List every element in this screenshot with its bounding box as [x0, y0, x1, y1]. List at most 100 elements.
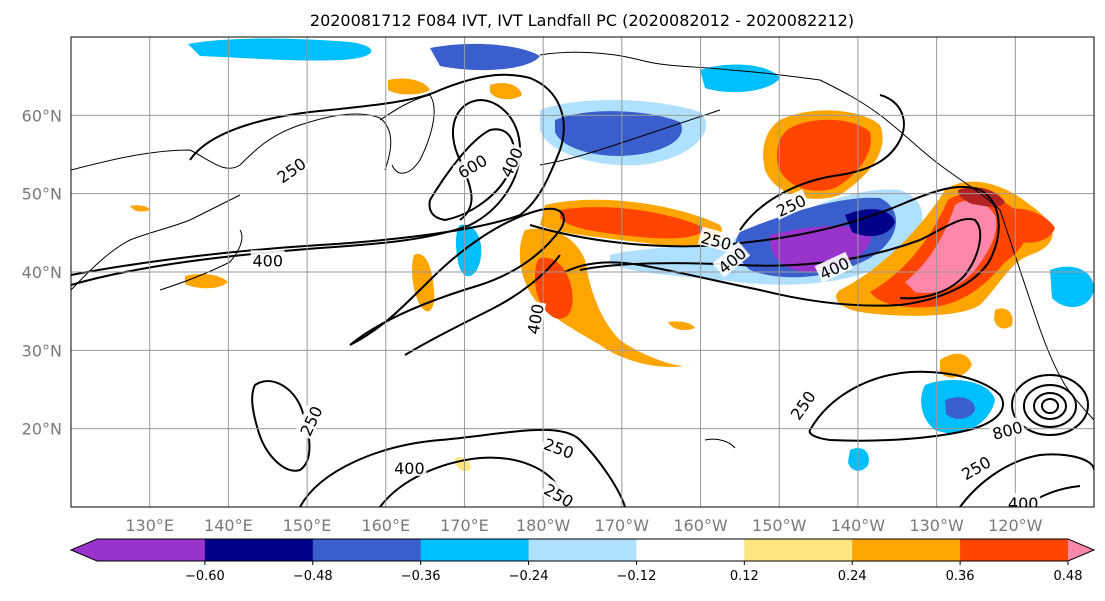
colorbar-extend-high [1068, 539, 1094, 561]
colorbar-tick-label: 0.24 [838, 569, 867, 584]
contour-250-se [959, 453, 1094, 507]
contour-label-text: 400 [252, 251, 283, 270]
lat-tick-label: 40°N [22, 263, 62, 282]
contour-250-south-west [251, 380, 311, 472]
contour-label-bg [271, 152, 310, 187]
map-frame [70, 36, 1095, 508]
contour-400-south [299, 428, 626, 507]
coastlines [71, 51, 1094, 449]
coast-asia-east [71, 194, 241, 291]
shade-positive-small-3 [130, 205, 150, 212]
contour-label-bg [712, 241, 751, 278]
gridlines [71, 37, 1094, 507]
shade-negative-subtropics-core [945, 397, 975, 419]
colorbar-band [744, 539, 853, 561]
colorbar-band [204, 539, 314, 561]
contour-label-bg [250, 250, 285, 269]
contour-label-text: 400 [1008, 494, 1039, 513]
lon-tick-label: 130°E [125, 516, 174, 535]
colorbar-band [528, 539, 637, 561]
shade-negative-bering-blue [430, 43, 540, 71]
contour-label-bg [988, 416, 1026, 443]
shade-positive-bc-coast [1000, 208, 1055, 243]
lon-tick-label: 150°W [752, 516, 807, 535]
shade-positive-midlat-band [560, 207, 705, 239]
contour-label-bg [495, 142, 527, 182]
contour-250-central-loop [349, 207, 565, 346]
contour-label: 400 [250, 250, 285, 270]
colorbar-band [852, 539, 961, 561]
colorbar: −0.60 −0.48 −0.36 −0.24 −0.12 0.12 0.24 0.36 0.4… [69, 538, 1096, 584]
lat-tick-label: 60°N [22, 106, 62, 125]
coast-kamchatka [379, 94, 435, 174]
latitude-labels: 20°N 30°N 40°N 50°N 60°N [22, 106, 62, 438]
colorbar-tick-label: −0.60 [185, 569, 225, 584]
lon-tick-label: 160°W [673, 516, 728, 535]
coast-japan [159, 229, 243, 291]
shade-negative-alaska-north [700, 64, 780, 93]
lon-tick-label: 140°W [831, 516, 886, 535]
shade-positive-wp-orange [412, 254, 435, 312]
shade-negative-west-pacific [455, 224, 482, 277]
shade-positive-us-coast [994, 308, 1013, 329]
figure-title: 2020081712 F084 IVT, IVT Landfall PC (20… [310, 11, 854, 30]
coast-aleutians [539, 109, 721, 166]
contour-label-bg [784, 385, 820, 424]
colorbar-band [960, 539, 1069, 561]
contour-800-ring-1 [1010, 374, 1090, 436]
longitude-labels: 130°E 140°E 150°E 160°E 170°E 180°W 170°W 160°W… [125, 516, 1042, 535]
contour-label-bg [294, 401, 326, 440]
contour-label-bg [814, 251, 854, 283]
colorbar-band [636, 539, 745, 561]
shade-negative-gulf-alaska-core [555, 111, 682, 156]
contour-label-bg [452, 149, 492, 182]
lon-tick-label: 120°W [988, 516, 1043, 535]
coast-asia-northeast [71, 113, 392, 171]
contour-400-central-loop [404, 254, 561, 356]
contour-400-jet [579, 217, 982, 300]
contour-label: 400 [522, 300, 548, 338]
shade-negative-nw-pacific [188, 38, 372, 61]
contour-label: 400 [392, 457, 427, 478]
coast-hawaii [704, 438, 736, 449]
lat-tick-label: 30°N [22, 341, 62, 360]
colorbar-outline [69, 538, 1096, 562]
contour-label-bg [392, 457, 427, 476]
colorbar-tick-label: 0.36 [946, 569, 975, 584]
colorbar-band [97, 539, 206, 561]
lon-tick-label: 140°E [204, 516, 253, 535]
shade-positive-subtropics [940, 353, 972, 378]
lat-tick-label: 20°N [22, 420, 62, 439]
contour-250-alaska [739, 94, 905, 231]
lon-tick-label: 170°E [440, 516, 489, 535]
contour-250-east [808, 370, 1005, 442]
colorbar-extend-low [71, 539, 97, 561]
lon-tick-label: 150°E [283, 516, 332, 535]
coast-alaska [539, 51, 1001, 211]
colorbar-tick-label: 0.48 [1054, 569, 1083, 584]
contour-800-ring-2 [1022, 384, 1078, 428]
colorbar-tick-label: 0.12 [730, 569, 759, 584]
shade-positive-central-pacific-orange [519, 228, 690, 368]
contour-label-bg [771, 189, 810, 220]
colorbar-tick-label: −0.12 [617, 569, 657, 584]
shade-positive-nw-orange-2 [490, 83, 522, 100]
contour-label-bg [1006, 493, 1041, 507]
contour-label-bg [540, 433, 579, 462]
coast-north-america-west [999, 209, 1094, 421]
contour-label-text: 400 [394, 459, 425, 478]
colorbar-tick-label: −0.48 [293, 569, 333, 584]
contour-800-ring-3 [1032, 392, 1068, 420]
lon-tick-label: 130°W [909, 516, 964, 535]
contour-800-ring-4 [1040, 398, 1060, 414]
contour-label-bg [540, 478, 579, 507]
contour-label-bg [956, 450, 995, 484]
lon-tick-label: 180°W [516, 516, 571, 535]
lat-tick-label: 50°N [22, 185, 62, 204]
shade-positive-nw-orange [388, 78, 430, 95]
contour-250-north [71, 73, 565, 276]
contour-label: 400 [1006, 493, 1041, 513]
shade-negative-hawaii [848, 447, 869, 471]
colorbar-band [420, 539, 530, 561]
